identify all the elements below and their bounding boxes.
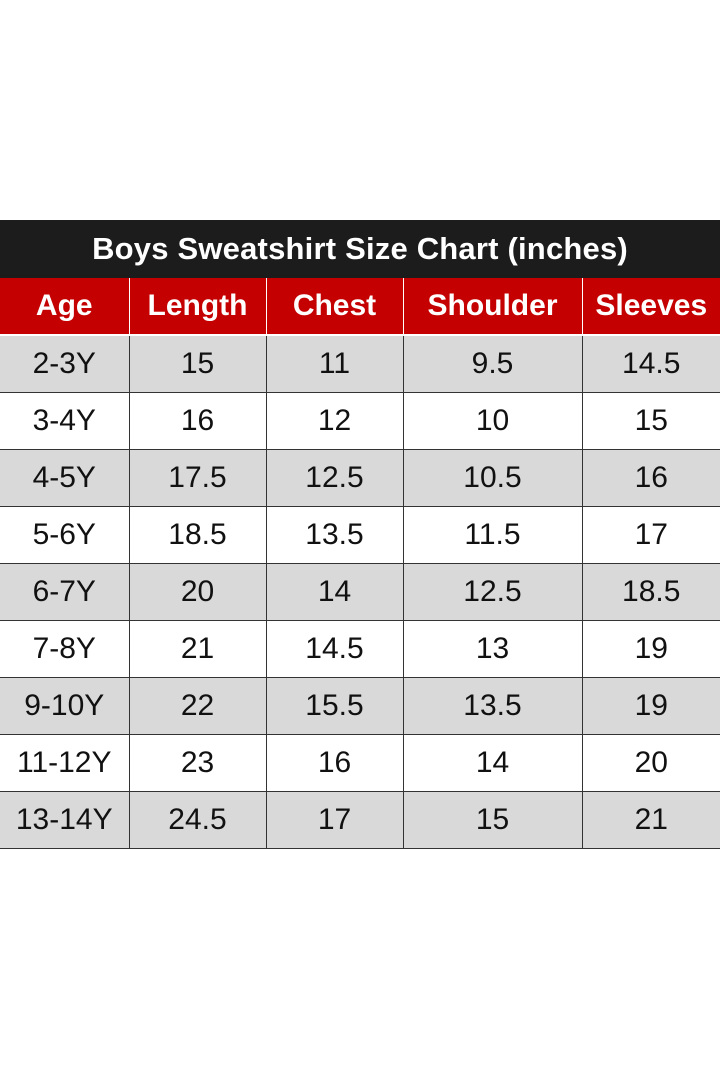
cell-age: 13-14Y [0,791,130,849]
table-row: 2-3Y 15 11 9.5 14.5 [0,334,720,393]
cell-sleeves: 21 [581,791,720,849]
cell-sleeves: 19 [581,620,720,678]
table-row: 5-6Y 18.5 13.5 11.5 17 [0,506,720,564]
cell-chest: 13.5 [265,506,404,564]
table-row: 4-5Y 17.5 12.5 10.5 16 [0,449,720,507]
cell-shoulder: 9.5 [402,334,583,393]
cell-chest: 12.5 [265,449,404,507]
cell-sleeves: 17 [581,506,720,564]
cell-sleeves: 14.5 [581,334,720,393]
cell-chest: 15.5 [265,677,404,735]
header-age: Age [0,278,130,336]
cell-shoulder: 14 [402,734,583,792]
cell-shoulder: 10 [402,392,583,450]
cell-shoulder: 13 [402,620,583,678]
cell-sleeves: 15 [581,392,720,450]
table-row: 13-14Y 24.5 17 15 21 [0,791,720,849]
cell-sleeves: 18.5 [581,563,720,621]
cell-shoulder: 12.5 [402,563,583,621]
cell-chest: 14.5 [265,620,404,678]
cell-age: 5-6Y [0,506,130,564]
cell-sleeves: 16 [581,449,720,507]
table-row: 9-10Y 22 15.5 13.5 19 [0,677,720,735]
cell-length: 23 [128,734,267,792]
cell-sleeves: 20 [581,734,720,792]
cell-age: 7-8Y [0,620,130,678]
cell-chest: 14 [265,563,404,621]
cell-length: 21 [128,620,267,678]
cell-chest: 17 [265,791,404,849]
cell-length: 24.5 [128,791,267,849]
cell-age: 3-4Y [0,392,130,450]
cell-age: 2-3Y [0,334,130,393]
cell-sleeves: 19 [581,677,720,735]
cell-age: 6-7Y [0,563,130,621]
table-row: 6-7Y 20 14 12.5 18.5 [0,563,720,621]
size-chart: Boys Sweatshirt Size Chart (inches) Age … [0,220,720,849]
cell-length: 18.5 [128,506,267,564]
cell-chest: 16 [265,734,404,792]
header-length: Length [128,278,267,336]
cell-chest: 11 [265,334,404,393]
cell-shoulder: 10.5 [402,449,583,507]
table-row: 7-8Y 21 14.5 13 19 [0,620,720,678]
size-table: Age Length Chest Shoulder Sleeves 2-3Y 1… [0,278,720,849]
cell-shoulder: 13.5 [402,677,583,735]
cell-age: 4-5Y [0,449,130,507]
chart-title: Boys Sweatshirt Size Chart (inches) [0,220,720,278]
table-row: 3-4Y 16 12 10 15 [0,392,720,450]
header-chest: Chest [265,278,404,336]
cell-shoulder: 15 [402,791,583,849]
cell-shoulder: 11.5 [402,506,583,564]
cell-length: 15 [128,334,267,393]
cell-length: 16 [128,392,267,450]
cell-length: 22 [128,677,267,735]
cell-age: 11-12Y [0,734,130,792]
cell-length: 17.5 [128,449,267,507]
cell-length: 20 [128,563,267,621]
header-shoulder: Shoulder [402,278,583,336]
header-row: Age Length Chest Shoulder Sleeves [0,278,720,336]
cell-chest: 12 [265,392,404,450]
table-row: 11-12Y 23 16 14 20 [0,734,720,792]
cell-age: 9-10Y [0,677,130,735]
header-sleeves: Sleeves [581,278,720,336]
